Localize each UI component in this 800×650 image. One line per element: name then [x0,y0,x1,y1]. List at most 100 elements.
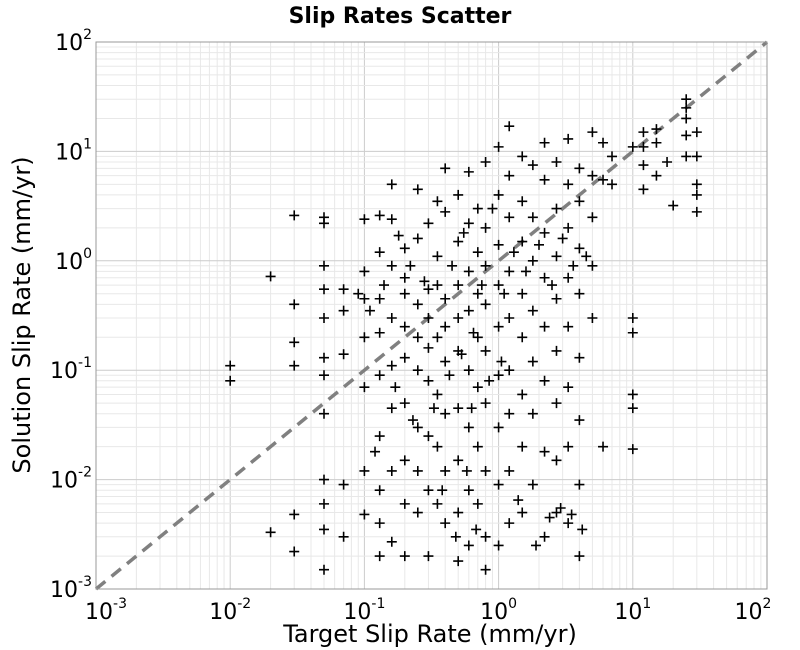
data-point [504,313,515,324]
plus-marker [319,218,330,229]
plus-marker [374,293,385,304]
plus-marker [563,518,574,529]
data-point [379,280,390,291]
y-tick-label: 100 [55,246,92,275]
plus-marker [627,444,638,455]
plus-marker [539,446,550,457]
data-point [681,102,692,113]
plus-marker [527,408,538,419]
tick-base: 10 [55,31,83,56]
plus-marker [364,305,375,316]
data-point [668,200,679,211]
data-point [627,141,638,152]
plus-marker [551,398,562,409]
data-point [517,236,528,247]
data-point [551,251,562,262]
plus-marker [370,446,381,457]
plus-marker [399,455,410,466]
data-point [374,485,385,496]
plus-marker [319,284,330,295]
data-point [319,474,330,485]
plus-marker [517,151,528,162]
plus-marker [587,127,598,138]
data-point [463,305,474,316]
data-point [691,206,702,217]
plus-marker [504,408,515,419]
data-point [496,356,507,367]
data-point [374,327,385,338]
plus-marker [463,218,474,229]
tick-base: 10 [614,600,642,625]
data-point [461,465,472,476]
plus-marker [551,157,562,168]
data-point [651,137,662,148]
data-point [440,518,451,529]
plus-marker [563,272,574,283]
tick-base: 10 [209,600,237,625]
data-point [476,280,487,291]
plus-marker [437,485,448,496]
data-point [480,260,491,271]
plus-marker [513,495,524,506]
plus-marker [551,345,562,356]
plus-marker [493,280,504,291]
plus-marker [225,360,236,371]
data-point [627,444,638,455]
data-point [319,498,330,509]
plus-marker [504,266,515,277]
plus-marker [359,332,370,343]
data-point [551,455,562,466]
data-point [563,179,574,190]
plus-marker [563,441,574,452]
plus-marker [651,170,662,181]
tick-exponent: -2 [237,596,251,612]
plus-marker [508,247,519,258]
plus-marker [423,431,434,442]
data-point [412,184,423,195]
plus-marker [681,130,692,141]
plus-marker [504,170,515,181]
data-point [517,151,528,162]
plus-marker [399,352,410,363]
data-point [539,272,550,283]
plus-marker [359,266,370,277]
plus-marker [574,352,585,363]
data-point [359,465,370,476]
plus-marker [468,327,479,338]
plus-marker [412,422,423,433]
data-point [432,441,443,452]
plus-marker [432,332,443,343]
data-point [353,288,364,299]
plus-marker [440,321,451,332]
plus-marker [463,166,474,177]
x-tick-label: 102 [735,596,772,625]
data-point [466,403,477,414]
plus-marker [527,479,538,490]
plus-marker [453,455,464,466]
data-point [440,206,451,217]
data-point [638,141,649,152]
data-point [574,479,585,490]
data-point [463,422,474,433]
data-point [563,222,574,233]
tick-exponent: -3 [78,574,92,590]
plus-marker [453,403,464,414]
data-point [577,524,588,535]
data-point [627,389,638,400]
data-point [480,531,491,542]
plus-marker [319,524,330,535]
data-point [432,498,443,509]
data-point [520,266,531,277]
data-point [456,349,467,360]
plus-marker [493,422,504,433]
data-point [517,507,528,518]
plus-marker [493,479,504,490]
plus-marker [399,272,410,283]
plus-marker [453,280,464,291]
data-point [662,157,673,168]
data-point [289,546,300,557]
data-point [574,196,585,207]
plus-marker [504,465,515,476]
data-point [359,382,370,393]
data-point [386,179,397,190]
